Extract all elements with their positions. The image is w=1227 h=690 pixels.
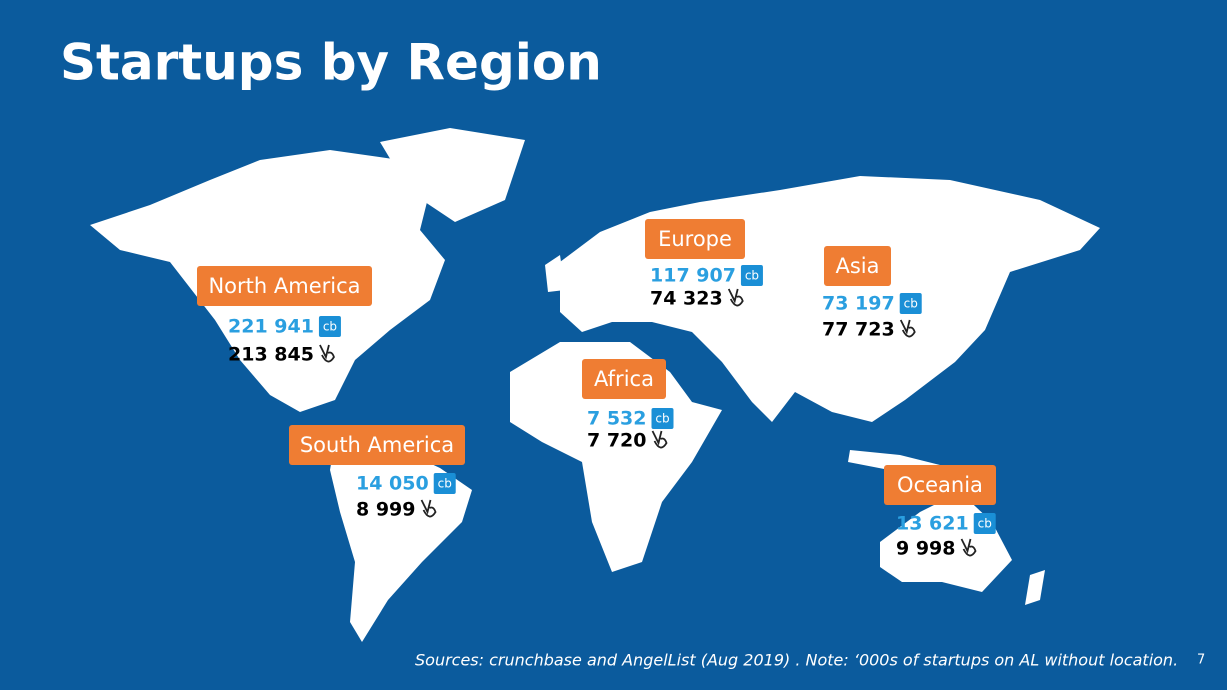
region-box — [197, 266, 372, 306]
crunchbase-icon — [899, 293, 922, 314]
region-box — [582, 359, 666, 399]
crunchbase-icon-label: cb — [655, 412, 669, 426]
japan — [955, 290, 985, 350]
angellist-count: 8 999 — [356, 499, 416, 521]
crunchbase-icon-label: cb — [978, 517, 992, 531]
new-zealand — [1025, 570, 1045, 605]
title: Startups by Region — [60, 34, 602, 92]
uk — [545, 255, 565, 292]
region-name: Asia — [835, 254, 879, 278]
angellist-count: 77 723 — [822, 319, 895, 341]
crunchbase-icon — [973, 513, 996, 534]
region-name: North America — [208, 274, 360, 298]
crunchbase-icon — [740, 265, 763, 286]
region-box — [884, 465, 996, 505]
angellist-count: 7 720 — [587, 430, 647, 452]
crunchbase-count: 14 050 — [356, 473, 429, 495]
angellist-icon — [651, 430, 668, 449]
crunchbase-count: 7 532 — [587, 408, 647, 430]
crunchbase-count: 117 907 — [650, 265, 736, 287]
angellist-icon — [899, 319, 916, 338]
region-box — [645, 219, 745, 259]
crunchbase-icon-label: cb — [323, 320, 337, 334]
crunchbase-icon — [651, 408, 674, 429]
angellist-icon — [960, 538, 977, 557]
crunchbase-icon — [318, 316, 341, 337]
region-name: Europe — [658, 227, 732, 251]
greenland — [380, 128, 525, 222]
region-name: Oceania — [897, 473, 983, 497]
crunchbase-count: 73 197 — [822, 293, 895, 315]
angellist-icon — [727, 288, 744, 307]
angellist-count: 213 845 — [228, 344, 314, 366]
region-box — [289, 425, 465, 465]
crunchbase-count: 221 941 — [228, 316, 314, 338]
region-name: Africa — [594, 367, 654, 391]
region-name: South America — [300, 433, 454, 457]
region-box — [824, 246, 891, 286]
angellist-icon — [319, 344, 335, 363]
page-number: 7 — [1197, 653, 1205, 668]
africa — [510, 342, 722, 572]
angellist-count: 9 998 — [896, 538, 956, 560]
crunchbase-icon-label: cb — [438, 477, 452, 491]
angellist-icon — [420, 499, 437, 518]
crunchbase-icon — [433, 473, 456, 494]
crunchbase-icon-label: cb — [745, 269, 759, 283]
crunchbase-icon-label: cb — [904, 297, 918, 311]
crunchbase-count: 13 621 — [896, 513, 969, 535]
footnote: Sources: crunchbase and AngelList (Aug 2… — [415, 651, 1178, 670]
region-labels: North America 221 941 213 845 cb South Ameri… — [197, 219, 996, 560]
angellist-count: 74 323 — [650, 288, 723, 310]
